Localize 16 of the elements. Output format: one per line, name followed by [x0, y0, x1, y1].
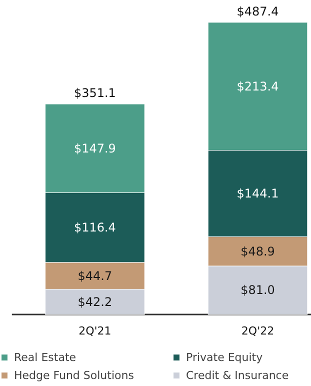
total-label: $351.1 — [74, 86, 116, 100]
x-tick-label: 2Q'22 — [241, 324, 274, 338]
data-label: $147.9 — [74, 141, 116, 156]
legend-label: Credit & Insurance — [186, 368, 289, 382]
legend-label: Real Estate — [14, 350, 76, 364]
data-label: $116.4 — [74, 220, 116, 235]
data-label: $42.2 — [78, 294, 112, 309]
legend-label: Hedge Fund Solutions — [14, 368, 134, 382]
total-label: $487.4 — [236, 4, 279, 18]
x-tick-label: 2Q'21 — [78, 324, 112, 338]
data-label: $144.1 — [236, 186, 279, 200]
data-label: $81.0 — [240, 283, 275, 298]
data-label: $213.4 — [236, 79, 279, 94]
data-label: $44.7 — [78, 268, 112, 283]
legend-label: Private Equity — [186, 350, 263, 364]
data-label: $48.9 — [240, 244, 275, 258]
